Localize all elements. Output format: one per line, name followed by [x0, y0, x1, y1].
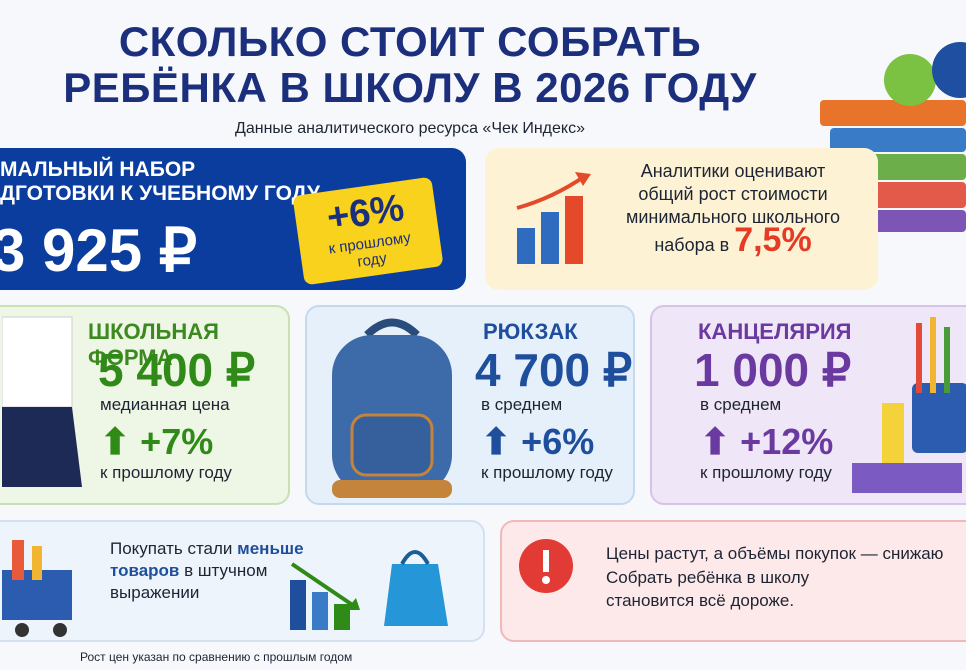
- card-change-note: к прошлому году: [100, 463, 232, 482]
- card-change-note: к прошлому году: [481, 463, 613, 482]
- warning-icon: [519, 539, 573, 593]
- main-card: МАЛЬНЫЙ НАБОР ДГОТОВКИ К УЧЕБНОМУ ГОДУ 3…: [0, 148, 466, 290]
- analytics-value: 7,5%: [734, 221, 812, 259]
- main-label: ДГОТОВКИ К УЧЕБНОМУ ГОДУ: [0, 182, 320, 205]
- warning-line: Собрать ребёнка в школу становится всё д…: [606, 568, 810, 610]
- cart-image: [2, 540, 72, 637]
- quantity-highlight: меньше товаров: [110, 539, 304, 580]
- warning-card: Цены растут, а объёмы покупок — снижаю С…: [500, 520, 966, 642]
- analytics-sentence: Аналитики оценивают общий рост стоимости…: [626, 161, 840, 255]
- warning-line: Цены растут, а объёмы покупок — снижаю: [606, 544, 944, 563]
- stationery-card: КАНЦЕЛЯРИЯ 1 000 ₽ в среднем ⬆ +12% к пр…: [650, 305, 966, 505]
- backpack-image: [332, 318, 452, 498]
- card-price: 5 400 ₽: [98, 344, 256, 396]
- main-label: МАЛЬНЫЙ НАБОР: [0, 158, 196, 181]
- card-price: 1 000 ₽: [694, 344, 852, 396]
- analytics-card: Аналитики оценивают общий рост стоимости…: [485, 148, 878, 290]
- quantity-text-after: в штучном выражении: [110, 561, 268, 602]
- subtitle: Данные аналитического ресурса «Чек Индек…: [235, 120, 585, 137]
- title-line: РЕБЁНКА В ШКОЛУ В 2026 ГОДУ: [63, 64, 757, 111]
- card-title: ШКОЛЬНАЯ ФОРМА: [88, 319, 219, 370]
- card-title: РЮКЗАК: [483, 319, 578, 344]
- analytics-text: Аналитики оценивают общий рост стоимости…: [613, 160, 853, 257]
- card-price-note: медианная цена: [100, 395, 230, 414]
- card-change-value: +12%: [740, 421, 834, 462]
- uniform-image: [2, 316, 82, 487]
- quantity-text: Покупать стали меньше товаров в штучном …: [110, 538, 340, 604]
- growth-icon: [516, 172, 591, 264]
- card-price-note: в среднем: [481, 395, 563, 414]
- card-change-value: +6%: [521, 421, 595, 462]
- card-change-note: к прошлому году: [700, 463, 832, 482]
- backpack-card: РЮКЗАК 4 700 ₽ в среднем ⬆ +6% к прошлом…: [305, 305, 635, 505]
- card-price: 4 700 ₽: [475, 344, 633, 396]
- price-tag: +6% к прошлому году: [292, 176, 444, 286]
- card-change: ⬆ +12%: [700, 421, 834, 462]
- decline-icon: [290, 550, 448, 630]
- uniform-card: ШКОЛЬНАЯ ФОРМА 5 400 ₽ медианная цена ⬆ …: [0, 305, 290, 505]
- main-price: 3 925 ₽: [0, 217, 197, 284]
- card-title: КАНЦЕЛЯРИЯ: [698, 319, 852, 344]
- quantity-card: Покупать стали меньше товаров в штучном …: [0, 520, 485, 642]
- card-change: ⬆ +7%: [100, 421, 214, 462]
- quantity-text-before: Покупать стали: [110, 539, 233, 558]
- card-change-value: +7%: [140, 421, 214, 462]
- card-change: ⬆ +6%: [481, 421, 595, 462]
- footnote: Рост цен указан по сравнению с прошлым г…: [80, 650, 353, 664]
- stationery-image: [852, 317, 966, 493]
- card-price-note: в среднем: [700, 395, 782, 414]
- title-line: СКОЛЬКО СТОИТ СОБРАТЬ: [118, 18, 702, 65]
